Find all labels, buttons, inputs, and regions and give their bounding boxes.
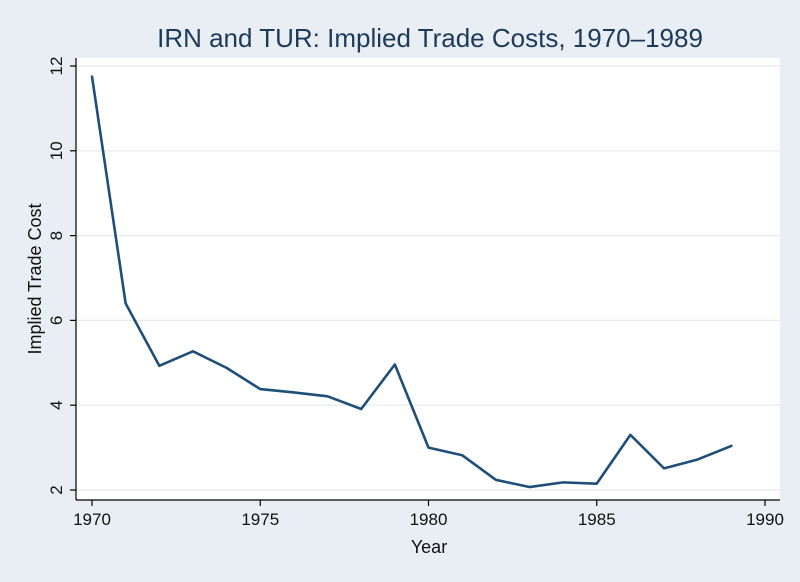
x-tick-label: 1990 [746, 510, 784, 529]
y-tick-label: 6 [47, 316, 66, 325]
y-tick-label: 10 [47, 141, 66, 160]
y-tick-label: 12 [47, 57, 66, 76]
y-tick-label: 2 [47, 485, 66, 494]
series-layer [90, 75, 733, 489]
x-tick-label: 1970 [73, 510, 111, 529]
x-tick-label: 1985 [578, 510, 616, 529]
grid-lines [76, 65, 780, 491]
plot-area [76, 58, 780, 500]
y-axis-label: Implied Trade Cost [25, 203, 45, 354]
y-tick-label: 8 [47, 231, 66, 240]
x-tick-label: 1975 [241, 510, 279, 529]
axes: 2 4 6 8 10 12 1970 1975 1980 1985 1990 [47, 57, 784, 529]
y-tick-label: 4 [47, 400, 66, 409]
x-tick-label: 1980 [410, 510, 448, 529]
series-line [90, 75, 733, 489]
chart-title: IRN and TUR: Implied Trade Costs, 1970–1… [157, 23, 703, 53]
x-axis-label: Year [411, 537, 447, 557]
